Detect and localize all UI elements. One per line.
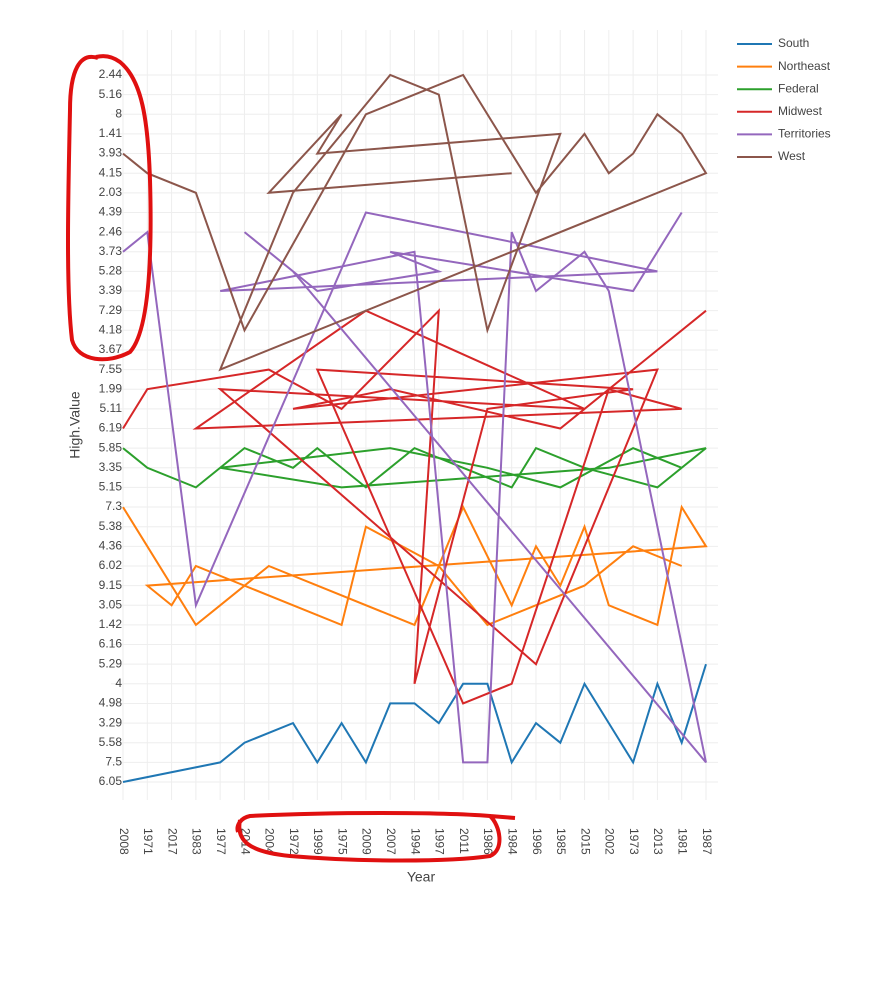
series-line bbox=[122, 211, 707, 764]
y-tick-label: 7.55 bbox=[99, 362, 123, 376]
y-axis-title: High.Value bbox=[67, 391, 83, 459]
x-tick-label: 2008 bbox=[117, 828, 131, 855]
y-tick-label: 4.39 bbox=[99, 205, 123, 219]
y-tick-label: 3.35 bbox=[99, 460, 123, 474]
y-tick-label: 5.16 bbox=[99, 87, 123, 101]
y-tick-label: 4.15 bbox=[99, 165, 123, 179]
y-tick-label: 3.67 bbox=[99, 342, 123, 356]
legend-label: Federal bbox=[778, 81, 819, 95]
x-tick-label: 1971 bbox=[141, 828, 155, 855]
series-line bbox=[122, 663, 707, 783]
y-tick-label: 5.28 bbox=[99, 264, 123, 278]
y-tick-label: 6.16 bbox=[99, 637, 123, 651]
x-tick-label: 1986 bbox=[481, 828, 495, 855]
y-tick-label: 5.38 bbox=[99, 519, 123, 533]
legend-label: Northeast bbox=[778, 59, 831, 73]
y-tick-label: 1.41 bbox=[99, 126, 123, 140]
legend: South Northeast Federal Midwest Territories W… bbox=[737, 36, 831, 163]
x-tick-label: 1996 bbox=[530, 828, 544, 855]
series-line bbox=[122, 73, 708, 372]
labels: 2008 1971 2017 1983 1977 2014 2004 1972 1999 1975… bbox=[99, 67, 714, 855]
legend-label: West bbox=[778, 149, 806, 163]
y-tick-label: 3.05 bbox=[99, 597, 123, 611]
legend-label: Territories bbox=[778, 127, 831, 141]
y-tick-label: 7.29 bbox=[99, 303, 123, 317]
y-tick-label: 7.5 bbox=[105, 755, 122, 769]
y-tick-label: 3.73 bbox=[99, 244, 123, 258]
x-tick-label: 2013 bbox=[651, 828, 665, 855]
x-tick-label: 2004 bbox=[263, 828, 277, 855]
x-tick-label: 1972 bbox=[287, 828, 301, 855]
x-tick-label: 1994 bbox=[408, 828, 422, 855]
y-tick-label: 4.98 bbox=[99, 696, 123, 710]
y-tick-label: 2.44 bbox=[99, 67, 123, 81]
y-tick-label: 4 bbox=[115, 676, 122, 690]
x-tick-label: 1977 bbox=[214, 828, 228, 855]
x-tick-label: 2007 bbox=[384, 828, 398, 855]
annotation-circle bbox=[66, 54, 153, 362]
x-tick-label: 1981 bbox=[676, 828, 690, 855]
y-tick-label: 9.15 bbox=[99, 578, 123, 592]
y-tick-label: 3.93 bbox=[99, 146, 123, 160]
y-tick-label: 5.15 bbox=[99, 480, 123, 494]
x-tick-label: 1984 bbox=[505, 828, 519, 855]
x-tick-label: 2017 bbox=[165, 828, 179, 855]
x-tick-label: 1987 bbox=[700, 828, 714, 855]
plot bbox=[122, 73, 708, 783]
y-tick-label: 8 bbox=[115, 106, 122, 120]
annotation-circle bbox=[235, 811, 516, 863]
y-tick-label: 6.02 bbox=[99, 558, 123, 572]
x-tick-label: 1985 bbox=[554, 828, 568, 855]
y-tick-label: 4.18 bbox=[99, 322, 123, 336]
y-tick-label: 3.39 bbox=[99, 283, 123, 297]
legend-label: South bbox=[778, 36, 809, 50]
y-tick-label: 7.3 bbox=[105, 499, 122, 513]
y-tick-label: 5.85 bbox=[99, 440, 123, 454]
y-tick-label: 1.99 bbox=[99, 381, 123, 395]
y-tick-label: 2.46 bbox=[99, 224, 123, 238]
x-tick-label: 2011 bbox=[457, 828, 471, 854]
x-tick-label: 1975 bbox=[335, 828, 349, 855]
x-tick-label: 1999 bbox=[311, 828, 325, 855]
x-tick-label: 2009 bbox=[360, 828, 374, 855]
x-tick-label: 2015 bbox=[578, 828, 592, 855]
x-tick-label: 2002 bbox=[603, 828, 617, 855]
x-axis-title: Year bbox=[407, 869, 436, 885]
y-tick-label: 3.29 bbox=[99, 715, 123, 729]
y-tick-label: 4.36 bbox=[99, 539, 123, 553]
y-tick-label: 2.03 bbox=[99, 185, 123, 199]
y-tick-label: 6.19 bbox=[99, 421, 123, 435]
y-tick-label: 6.05 bbox=[99, 774, 123, 788]
y-tick-label: 5.58 bbox=[99, 735, 123, 749]
x-tick-label: 1997 bbox=[433, 828, 447, 855]
y-tick-label: 1.42 bbox=[99, 617, 123, 631]
y-tick-label: 5.29 bbox=[99, 656, 123, 670]
series-line bbox=[122, 446, 707, 489]
legend-label: Midwest bbox=[778, 104, 823, 118]
series-line bbox=[122, 504, 708, 627]
x-tick-label: 1973 bbox=[627, 828, 641, 855]
y-tick-label: 5.11 bbox=[100, 401, 123, 415]
series-line bbox=[122, 308, 707, 705]
x-tick-label: 1983 bbox=[190, 828, 204, 855]
